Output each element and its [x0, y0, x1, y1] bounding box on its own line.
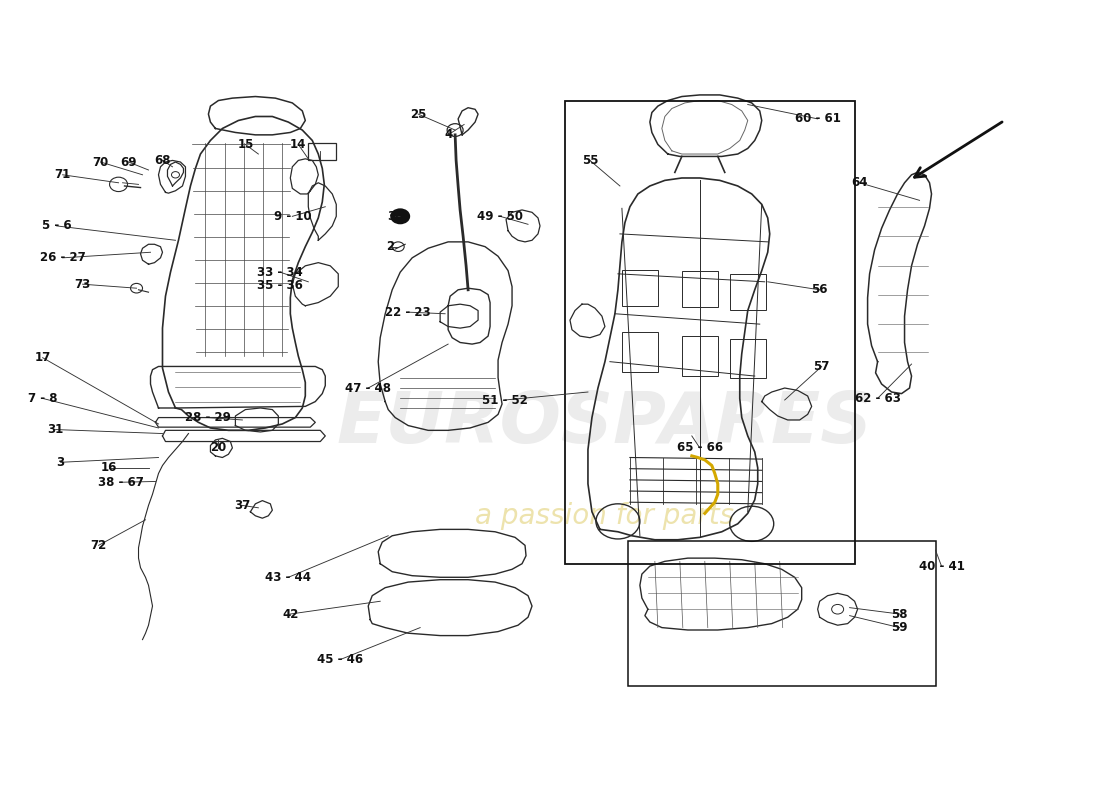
Text: 42: 42: [282, 607, 298, 621]
Text: 73: 73: [75, 278, 90, 290]
Text: 56: 56: [812, 283, 828, 296]
Circle shape: [390, 208, 410, 224]
Text: 9 - 10: 9 - 10: [274, 210, 311, 223]
Text: 31: 31: [47, 423, 64, 436]
Text: 20: 20: [210, 442, 227, 454]
Text: 69: 69: [120, 155, 136, 169]
Text: 35 - 36: 35 - 36: [257, 279, 304, 292]
Text: 71: 71: [55, 168, 70, 182]
Text: 5 - 6: 5 - 6: [42, 219, 72, 233]
Text: 33 - 34: 33 - 34: [257, 266, 304, 278]
Text: 65 - 66: 65 - 66: [676, 442, 723, 454]
Bar: [565, 101, 855, 564]
Text: 28 - 29: 28 - 29: [186, 411, 231, 424]
Bar: [621, 332, 658, 372]
Text: 38 - 67: 38 - 67: [98, 476, 143, 489]
Text: 37: 37: [234, 499, 251, 512]
Text: 16: 16: [100, 462, 117, 474]
Text: 15: 15: [238, 138, 254, 151]
Text: 40 - 41: 40 - 41: [918, 560, 965, 573]
Text: 57: 57: [814, 360, 829, 373]
Bar: [308, 143, 337, 161]
Bar: [628, 541, 935, 686]
Text: 14: 14: [290, 138, 307, 151]
Text: 17: 17: [34, 351, 51, 364]
Text: 26 - 27: 26 - 27: [40, 251, 86, 264]
Text: 45 - 46: 45 - 46: [317, 653, 363, 666]
Bar: [729, 338, 766, 378]
Text: 7 - 8: 7 - 8: [28, 392, 57, 405]
Text: 43 - 44: 43 - 44: [265, 570, 311, 584]
Text: 72: 72: [90, 539, 107, 552]
Text: 49 - 50: 49 - 50: [477, 210, 524, 223]
Bar: [682, 336, 718, 376]
Text: 30: 30: [387, 210, 404, 223]
Text: 70: 70: [92, 155, 109, 169]
Text: 25: 25: [410, 107, 427, 121]
Text: 55: 55: [582, 154, 598, 167]
Text: 59: 59: [891, 621, 908, 634]
Bar: [682, 271, 718, 307]
Text: 47 - 48: 47 - 48: [345, 382, 392, 394]
Text: EUROSPARES: EUROSPARES: [337, 390, 873, 458]
Text: 58: 58: [891, 607, 908, 621]
Text: 51 - 52: 51 - 52: [482, 394, 528, 406]
Text: 60 - 61: 60 - 61: [794, 112, 840, 126]
Text: 22 - 23: 22 - 23: [385, 306, 431, 318]
Text: 62 - 63: 62 - 63: [855, 392, 901, 405]
Bar: [621, 270, 658, 306]
Text: 4: 4: [444, 128, 452, 142]
Bar: [729, 274, 766, 310]
Text: 3: 3: [56, 456, 65, 469]
Text: 68: 68: [154, 154, 170, 167]
Text: 2: 2: [386, 240, 394, 253]
Text: 64: 64: [851, 176, 868, 190]
Text: a passion for parts: a passion for parts: [475, 502, 735, 530]
